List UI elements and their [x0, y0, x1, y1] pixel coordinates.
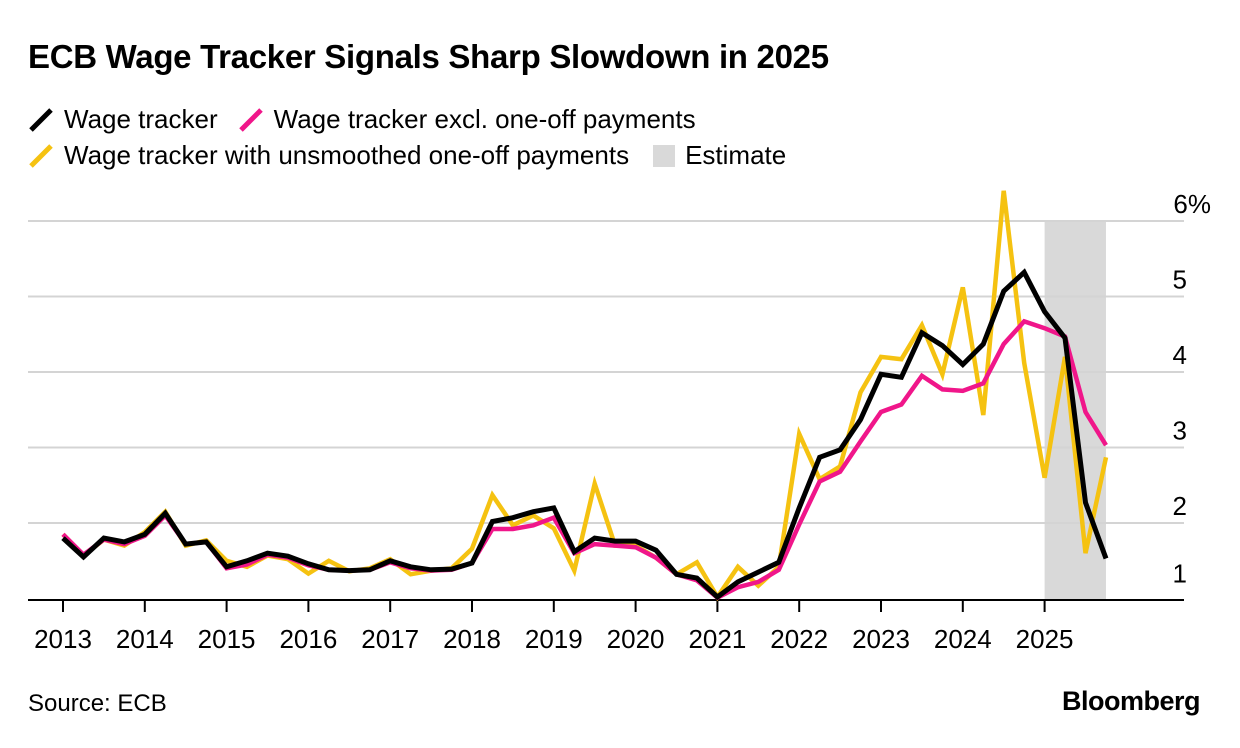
x-tick-label-2016: 2016: [279, 624, 337, 654]
legend-item-estimate: Estimate: [649, 140, 786, 171]
x-tick-label-2023: 2023: [852, 624, 910, 654]
x-tick-label-2013: 2013: [34, 624, 92, 654]
legend-swatch-unsmoothed: [28, 143, 54, 169]
y-tick-label-5: 5: [1173, 265, 1187, 295]
y-tick-label-4: 4: [1173, 340, 1187, 370]
legend-swatch-excl-one-off: [238, 107, 264, 133]
legend-swatch-estimate: [653, 144, 676, 167]
x-tick-label-2022: 2022: [770, 624, 828, 654]
x-tick-label-2021: 2021: [688, 624, 746, 654]
bloomberg-logo: Bloomberg: [1061, 686, 1201, 716]
x-tick-label-2020: 2020: [607, 624, 665, 654]
chart-title: ECB Wage Tracker Signals Sharp Slowdown …: [28, 38, 829, 75]
legend-item-unsmoothed: Wage tracker with unsmoothed one-off pay…: [28, 140, 629, 171]
series-line-wage-tracker-with-unsmoothed-one-off-payments: [61, 190, 1109, 602]
legend-label-estimate: Estimate: [685, 140, 787, 170]
y-tick-label-2: 2: [1173, 491, 1187, 521]
x-tick-label-2014: 2014: [116, 624, 174, 654]
legend-row-1: Wage tracker Wage tracker excl. one-off …: [28, 104, 716, 135]
legend-row-2: Wage tracker with unsmoothed one-off pay…: [28, 140, 806, 171]
y-tick-label-3: 3: [1173, 416, 1187, 446]
x-tick-label-2015: 2015: [198, 624, 256, 654]
series-line-wage-tracker: [61, 268, 1109, 601]
legend-label-unsmoothed: Wage tracker with unsmoothed one-off pay…: [64, 140, 630, 170]
legend-label-excl-one-off: Wage tracker excl. one-off payments: [273, 104, 696, 134]
x-tick-label-2024: 2024: [934, 624, 992, 654]
x-tick-label-2018: 2018: [443, 624, 501, 654]
legend-item-wage-tracker: Wage tracker: [28, 104, 218, 135]
source-note: Source: ECB: [28, 690, 167, 717]
x-tick-label-2017: 2017: [361, 624, 419, 654]
y-tick-label-1: 1: [1173, 559, 1187, 589]
legend-swatch-wage-tracker: [28, 107, 54, 133]
x-tick-label-2025: 2025: [1016, 624, 1074, 654]
legend-label-wage-tracker: Wage tracker: [64, 104, 218, 134]
y-tick-label-6: 6%: [1173, 189, 1211, 219]
legend-item-excl-one-off: Wage tracker excl. one-off payments: [238, 104, 696, 135]
x-tick-label-2019: 2019: [525, 624, 583, 654]
